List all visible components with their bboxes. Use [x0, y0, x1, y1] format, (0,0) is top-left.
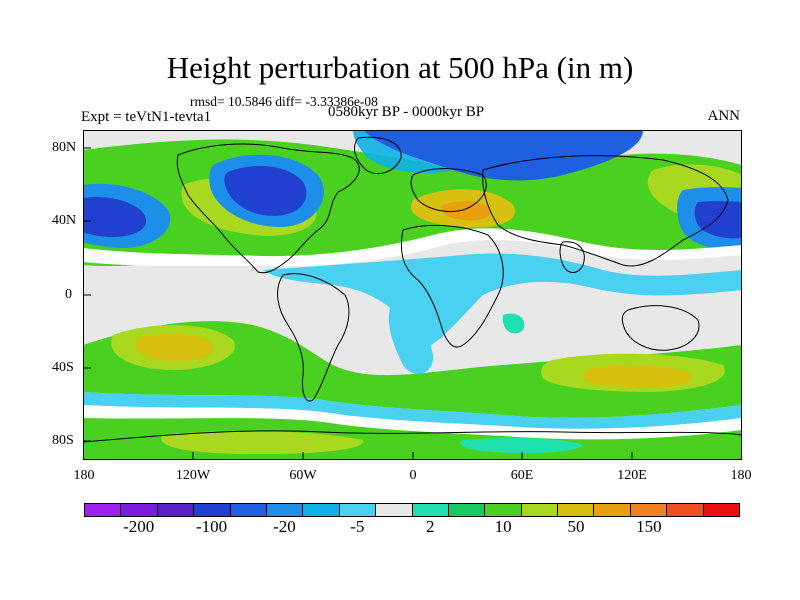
south-indian-yellow-core — [583, 364, 694, 388]
antarctic-teal-patch — [460, 437, 583, 454]
antarctica-outline — [83, 430, 742, 443]
stats-text: rmsd= 10.5846 diff= -3.33386e-08 — [190, 94, 378, 109]
colorbar-label: -20 — [273, 517, 296, 536]
eurasia-orange-patch — [441, 200, 492, 221]
lon-label: 0 — [409, 468, 417, 483]
lon-label: 60W — [289, 468, 317, 483]
south-pacific-yellow-core — [135, 333, 214, 362]
colorbar-swatch — [594, 504, 631, 516]
indian-ocean-teal-patch — [502, 313, 525, 334]
season-label: ANN — [707, 108, 741, 124]
lat-label: 0 — [65, 287, 72, 302]
colorbar-swatch — [121, 504, 158, 516]
namerica-low-inner — [224, 166, 307, 216]
arctic-lightblue-edge — [353, 130, 453, 174]
colorbar-swatch — [376, 504, 413, 516]
lon-label: 120E — [617, 468, 647, 483]
colorbar-swatch — [558, 504, 595, 516]
colorbar-swatch — [703, 504, 740, 516]
colorbar-label: 2 — [425, 517, 435, 536]
lon-label: 180 — [730, 468, 752, 483]
tropical-lightblue-zone — [263, 253, 742, 350]
colorbar-label: 50 — [567, 517, 585, 536]
colorbar-label: -200 — [123, 517, 155, 536]
colorbar-swatch — [85, 504, 122, 516]
south-lightblue-strip — [83, 392, 742, 429]
map-panel — [83, 130, 742, 460]
india-outline — [559, 241, 585, 273]
experiment-label: Expt = teVtN1-tevta1 — [81, 109, 212, 125]
lon-label: 180 — [73, 468, 95, 483]
lat-label: 80N — [52, 140, 77, 155]
colorbar-swatch — [521, 504, 559, 516]
colorbar-swatch — [448, 504, 486, 516]
colorbar — [84, 503, 740, 517]
colorbar-swatch — [157, 504, 195, 516]
colorbar-swatch — [339, 504, 377, 516]
africa-outline — [400, 224, 504, 348]
colorbar-swatch — [630, 504, 668, 516]
colorbar-swatch — [266, 504, 304, 516]
colorbar-swatch — [485, 504, 522, 516]
antarctic-yellow-patch — [161, 430, 364, 455]
colorbar-swatch — [230, 504, 267, 516]
colorbar-swatch — [194, 504, 231, 516]
asia-outline — [482, 155, 729, 267]
atlantic-lightblue-tongue — [388, 300, 434, 374]
colorbar-label: -5 — [350, 517, 365, 536]
height-perturbation-map — [83, 130, 742, 460]
map-ticks — [83, 147, 633, 460]
coastlines — [83, 136, 742, 443]
colorbar-label: 150 — [636, 517, 662, 536]
north-america-outline — [176, 143, 360, 274]
antarctic-white-band — [83, 405, 742, 440]
lat-label: 40N — [52, 213, 77, 228]
australia-outline — [621, 305, 700, 351]
period-label: 0580kyr BP - 0000kyr BP — [327, 104, 485, 120]
lat-label: 40S — [52, 360, 74, 375]
lon-label: 120W — [175, 468, 211, 483]
plot-title: Height perturbation at 500 hPa (in m) — [166, 50, 634, 85]
colorbar-swatch — [303, 504, 340, 516]
colorbar-label: 10 — [494, 517, 512, 536]
south-green-belt — [83, 321, 742, 418]
npacific-low-right-inner — [694, 201, 742, 239]
lon-label: 60E — [510, 468, 534, 483]
npacific-low-left-inner — [83, 196, 147, 238]
greenland-outline — [354, 136, 402, 174]
south-america-outline — [277, 273, 350, 402]
lat-label: 80S — [52, 433, 74, 448]
tropics-white-band — [83, 228, 742, 267]
arctic-blue-region — [363, 130, 643, 181]
colorbar-swatch — [667, 504, 704, 516]
colorbar-swatch — [412, 504, 449, 516]
colorbar-label: -100 — [195, 517, 228, 536]
europe-outline — [410, 168, 487, 213]
